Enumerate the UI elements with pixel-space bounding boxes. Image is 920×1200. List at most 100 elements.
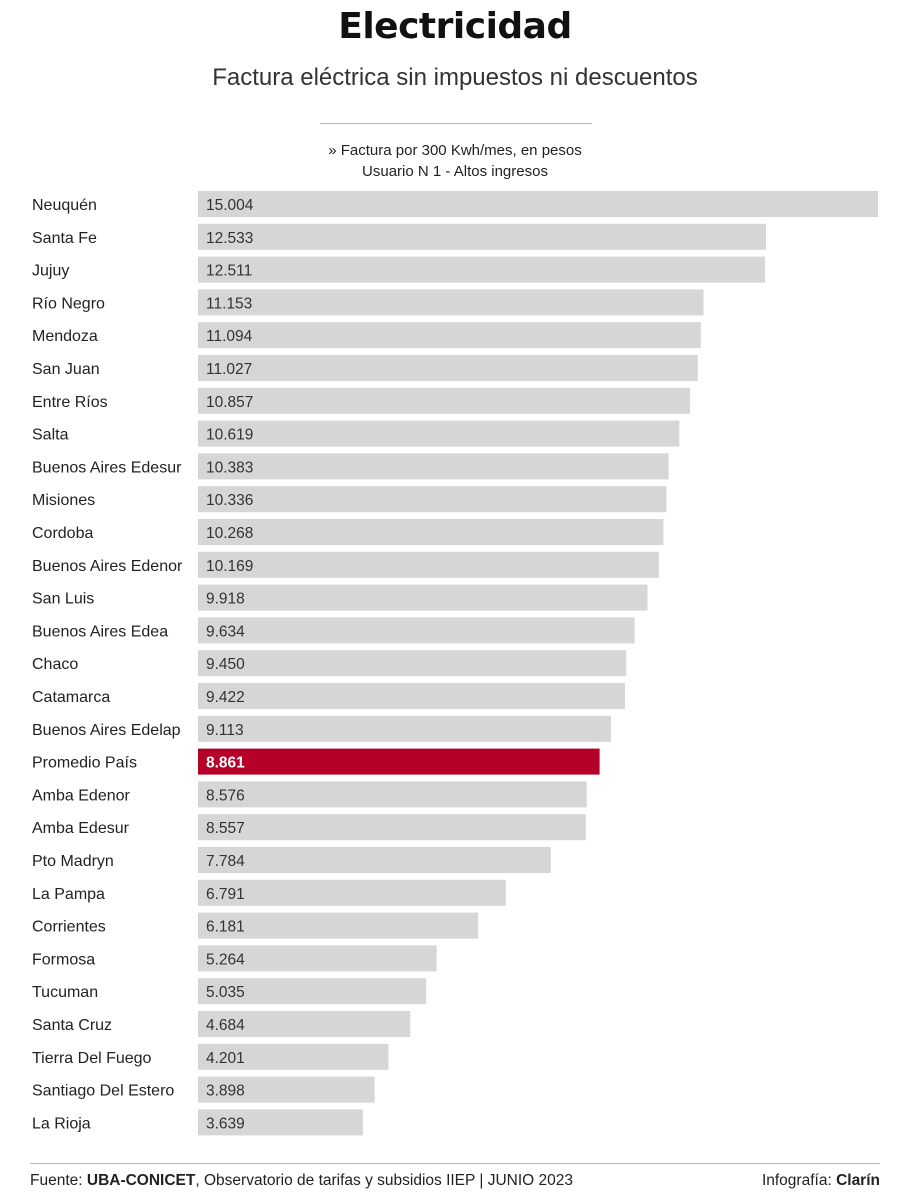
value-label-buenos-aires-edenor: 10.169 [206, 558, 253, 575]
value-label-la-pampa: 6.791 [206, 886, 245, 903]
category-label-promedio-pais: Promedio País [32, 755, 137, 772]
category-label-neuquen: Neuquén [32, 197, 97, 214]
value-label-san-luis: 9.918 [206, 591, 245, 608]
value-label-cordoba: 10.268 [206, 525, 253, 542]
value-label-santiago-del-estero: 3.898 [206, 1083, 245, 1100]
value-label-promedio-pais: 8.861 [206, 755, 245, 772]
value-label-catamarca: 9.422 [206, 689, 245, 706]
note-line-user: Usuario N 1 - Altos ingresos [362, 163, 548, 180]
credit-prefix: Infografía: [761, 1172, 837, 1189]
category-label-amba-edenor: Amba Edenor [32, 787, 131, 804]
bar-salta [198, 420, 680, 447]
bar-rio-negro [198, 289, 704, 316]
category-label-santa-cruz: Santa Cruz [32, 1017, 112, 1034]
value-label-salta: 10.619 [206, 427, 253, 444]
category-label-la-rioja: La Rioja [32, 1115, 91, 1132]
bar-buenos-aires-edenor [198, 551, 659, 578]
category-label-amba-edesur: Amba Edesur [32, 820, 130, 837]
value-label-entre-rios: 10.857 [206, 394, 253, 411]
bar-catamarca [198, 683, 625, 709]
category-label-buenos-aires-edesur: Buenos Aires Edesur [32, 459, 182, 476]
category-label-corrientes: Corrientes [32, 919, 106, 936]
bar-buenos-aires-edelap [198, 715, 611, 742]
note-line-unit: » Factura por 300 Kwh/mes, en pesos [328, 142, 582, 159]
bar-amba-edenor [198, 781, 587, 808]
category-label-rio-negro: Río Negro [32, 295, 105, 312]
source-prefix: Fuente: [30, 1172, 87, 1189]
credit: Infografía: Clarín [762, 1172, 880, 1190]
bar-chaco [198, 650, 627, 677]
bar-tucuman [198, 978, 427, 1005]
bar-amba-edesur [198, 814, 586, 841]
bar-san-juan [198, 355, 698, 381]
category-label-misiones: Misiones [32, 492, 95, 509]
footer-divider [30, 1163, 880, 1164]
bar-promedio-pais [198, 748, 600, 775]
category-label-santiago-del-estero: Santiago Del Estero [32, 1083, 174, 1100]
bar-cordoba [198, 519, 664, 545]
category-label-santa-fe: Santa Fe [32, 230, 97, 247]
category-label-salta: Salta [32, 427, 69, 444]
category-label-la-pampa: La Pampa [32, 886, 105, 903]
category-label-san-luis: San Luis [32, 591, 94, 608]
bar-misiones [198, 486, 667, 513]
category-label-cordoba: Cordoba [32, 525, 93, 542]
bar-san-luis [198, 584, 648, 611]
bar-buenos-aires-edea [198, 617, 635, 644]
value-label-buenos-aires-edesur: 10.383 [206, 459, 253, 476]
category-label-jujuy: Jujuy [32, 263, 69, 280]
bar-formosa [198, 945, 437, 972]
value-label-buenos-aires-edelap: 9.113 [206, 722, 244, 739]
bar-tierra-del-fuego [198, 1043, 389, 1070]
bar-santiago-del-estero [198, 1076, 375, 1103]
bar-santa-fe [198, 223, 766, 250]
value-label-tucuman: 5.035 [206, 984, 245, 1001]
chart-subtitle: Factura eléctrica sin impuestos ni descu… [212, 64, 698, 91]
category-label-catamarca: Catamarca [32, 689, 110, 706]
category-label-chaco: Chaco [32, 656, 78, 673]
bar-chart: Neuquén 15.004 Santa Fe 12.533 Jujuy 12.511 Rí… [32, 191, 878, 1136]
title-divider [320, 123, 592, 124]
value-label-buenos-aires-edea: 9.634 [206, 623, 245, 640]
value-label-amba-edenor: 8.576 [206, 787, 245, 804]
value-label-corrientes: 6.181 [206, 919, 245, 936]
category-label-tucuman: Tucuman [32, 984, 98, 1001]
bar-pto-madryn [198, 847, 551, 873]
value-label-la-rioja: 3.639 [206, 1115, 245, 1132]
value-label-mendoza: 11.094 [206, 328, 253, 345]
category-label-buenos-aires-edenor: Buenos Aires Edenor [32, 558, 183, 575]
chart-title: Electricidad [338, 6, 572, 47]
value-label-santa-fe: 12.533 [206, 230, 253, 247]
value-label-jujuy: 12.511 [206, 263, 252, 280]
value-label-santa-cruz: 4.684 [206, 1017, 245, 1034]
category-label-entre-rios: Entre Ríos [32, 394, 108, 411]
category-label-buenos-aires-edelap: Buenos Aires Edelap [32, 722, 181, 739]
category-label-mendoza: Mendoza [32, 328, 98, 345]
value-label-san-juan: 11.027 [206, 361, 252, 378]
category-label-pto-madryn: Pto Madryn [32, 853, 114, 870]
chart-note: » Factura por 300 Kwh/mes, en pesos Usua… [0, 140, 910, 182]
credit-name: Clarín [836, 1172, 880, 1189]
bar-corrientes [198, 912, 479, 939]
value-label-neuquen: 15.004 [206, 197, 254, 214]
bar-buenos-aires-edesur [198, 453, 669, 480]
bar-mendoza [198, 322, 701, 349]
value-label-amba-edesur: 8.557 [206, 820, 245, 837]
bar-neuquen [198, 191, 878, 217]
bar-la-rioja [198, 1109, 363, 1136]
bar-la-pampa [198, 879, 506, 906]
value-label-rio-negro: 11.153 [206, 295, 252, 312]
bar-santa-cruz [198, 1011, 411, 1037]
bar-entre-rios [198, 387, 691, 414]
value-label-chaco: 9.450 [206, 656, 245, 673]
category-label-formosa: Formosa [32, 951, 95, 968]
category-label-san-juan: San Juan [32, 361, 100, 378]
value-label-tierra-del-fuego: 4.201 [206, 1050, 245, 1067]
value-label-pto-madryn: 7.784 [206, 853, 245, 870]
footer: Fuente: UBA-CONICET, Observatorio de tar… [30, 1172, 880, 1190]
value-label-formosa: 5.264 [206, 951, 245, 968]
source-detail: , Observatorio de tarifas y subsidios II… [195, 1172, 574, 1189]
category-label-tierra-del-fuego: Tierra Del Fuego [32, 1050, 152, 1067]
value-label-misiones: 10.336 [206, 492, 253, 509]
bar-jujuy [198, 256, 765, 283]
